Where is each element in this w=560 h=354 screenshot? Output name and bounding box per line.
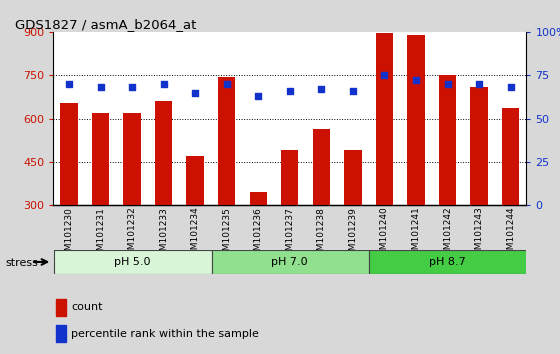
Text: GDS1827 / asmA_b2064_at: GDS1827 / asmA_b2064_at <box>15 18 197 31</box>
Text: pH 7.0: pH 7.0 <box>272 257 308 267</box>
Point <box>64 81 73 87</box>
Text: pH 8.7: pH 8.7 <box>429 257 466 267</box>
Point <box>254 93 263 99</box>
Point <box>412 78 421 83</box>
Point <box>190 90 199 96</box>
Bar <box>250 192 267 205</box>
Bar <box>155 101 172 205</box>
Point <box>475 81 484 87</box>
Text: stress: stress <box>6 258 39 268</box>
Point <box>222 81 231 87</box>
Bar <box>502 108 519 205</box>
Text: pH 5.0: pH 5.0 <box>114 257 150 267</box>
Bar <box>407 35 424 205</box>
Bar <box>470 87 488 205</box>
Text: count: count <box>71 302 103 312</box>
Bar <box>218 77 235 205</box>
Point <box>128 85 137 90</box>
Point <box>96 85 105 90</box>
Point <box>159 81 168 87</box>
Bar <box>60 103 78 205</box>
Bar <box>55 299 66 315</box>
Point <box>380 73 389 78</box>
Bar <box>376 33 393 205</box>
Bar <box>370 250 527 274</box>
Bar <box>212 250 370 274</box>
Point <box>348 88 357 94</box>
Point <box>285 88 294 94</box>
Bar <box>312 129 330 205</box>
Point <box>443 81 452 87</box>
Bar <box>55 325 66 342</box>
Bar <box>439 75 456 205</box>
Bar <box>186 156 204 205</box>
Bar <box>92 113 109 205</box>
Point <box>506 85 515 90</box>
Text: percentile rank within the sample: percentile rank within the sample <box>71 329 259 339</box>
Bar <box>123 113 141 205</box>
Bar <box>281 150 298 205</box>
Point <box>317 86 326 92</box>
Bar <box>54 250 212 274</box>
Bar <box>344 150 362 205</box>
